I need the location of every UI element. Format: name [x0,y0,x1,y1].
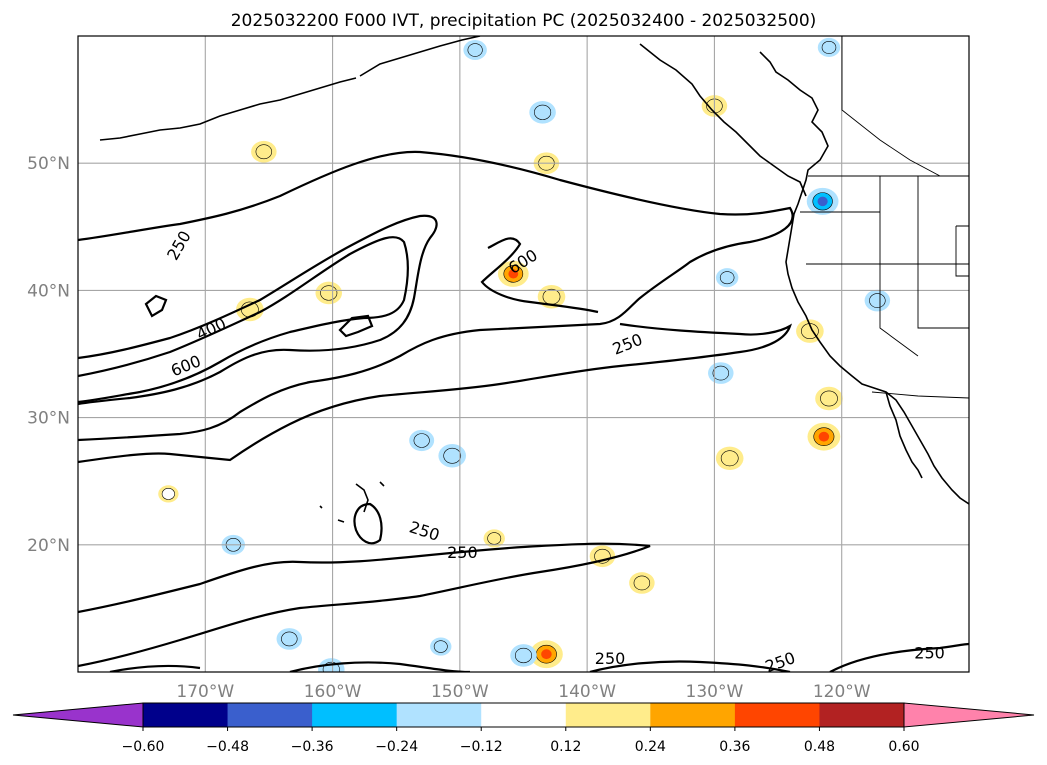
colorbar-bin [481,703,567,727]
longitude-label: 140°W [558,682,616,702]
precip-anomaly-core [467,43,483,57]
colorbar-tick-label: 0.60 [888,739,919,755]
precip-anomaly-core [320,285,338,301]
colorbar-bin [312,703,398,727]
ivt-contour-label: 250 [447,543,478,562]
precip-anomaly-core [869,293,886,308]
ivt-contour-250-small-loop-a [144,294,168,318]
precip-anomaly-core [820,390,838,407]
political-boundaries [800,36,969,399]
latitude-label: 30°N [27,409,70,429]
ivt-contour-250-subtropical [78,542,651,668]
precip-anomaly-core [413,433,430,448]
colorbar-tick-label: 0.36 [719,739,750,755]
precip-anomaly-core [161,488,175,500]
ivt-contour-label: 250 [595,649,626,668]
ivt-contour-400 [78,214,438,406]
alaska-canada-border [841,36,941,177]
precip-anomaly-core [720,450,739,467]
colorbar-extend-max [903,702,1035,728]
precip-anomaly-peak [818,431,830,442]
map-frame [77,35,970,673]
latitude-label: 50°N [27,154,70,174]
state-line-east [917,176,969,329]
colorbar-tick-label: 0.12 [550,739,581,755]
coastline [99,36,969,523]
precip-anomaly-core [542,288,561,305]
ivt-contour-250-tropical-d [109,664,201,672]
colorbar-bin [650,703,736,727]
precip-anomaly-core [719,271,735,285]
longitude-label: 150°W [431,682,489,702]
longitude-label: 160°W [304,682,362,702]
colorbar-frame [142,702,905,728]
chart-title: 2025032200 F000 IVT, precipitation PC (2… [231,11,817,31]
north-america-coastline [759,51,969,505]
colorbar-bin [396,703,482,727]
ivt-contours [78,150,969,672]
precip-anomaly-peak [541,649,552,660]
longitude-tick-labels: 170°W 160°W 150°W 140°W 130°W 120°W [176,682,870,702]
latitude-label: 40°N [27,281,70,301]
colorbar-bin [227,703,313,727]
precip-anomaly-core [821,40,837,54]
aleutian-islands [99,77,357,141]
latitude-label: 20°N [27,536,70,556]
precip-anomaly-core [633,575,651,591]
colorbar [12,702,1035,728]
precip-anomaly-core [433,640,448,653]
colorbar-tick-label: 0.24 [635,739,666,755]
alaska-south-coastline [359,36,481,77]
ivt-contour-250-tropical-b [589,660,791,672]
map-background [78,36,969,672]
ivt-contour-250-small-loop-b [338,314,374,338]
us-mexico-border [871,391,969,399]
precip-anomaly-core [443,447,462,464]
colorbar-tick-label: −0.60 [122,739,165,755]
colorbar-tick-label: −0.24 [375,739,418,755]
precip-anomaly-core [514,647,533,664]
precip-anomaly-peak [508,269,519,279]
latitude-tick-labels: 20°N 30°N 40°N 50°N [27,154,70,556]
colorbar-extend-min [12,702,144,728]
colorbar-tick-labels: −0.60 −0.48 −0.36 −0.24 −0.12 0.12 0.24 0.36 0.4… [122,727,920,755]
graticule [78,36,969,672]
precip-anomaly-core [712,365,730,381]
ivt-contour-250-outer-north [78,150,794,442]
ivt-contour-250-tropical-a [289,661,471,672]
colorbar-tick-label: 0.48 [804,739,835,755]
ivt-contour-label: 250 [914,644,945,663]
longitude-label: 120°W [813,682,871,702]
ivt-contour-250-southern-branch [78,322,792,464]
colorbar-bin [734,703,820,727]
colorbar-tick-label: −0.48 [206,739,249,755]
colorbar-tick-label: −0.36 [291,739,334,755]
ivt-contour-250-subtropical-north [353,502,383,545]
colorbar-bin [565,703,651,727]
longitude-label: 130°W [686,682,744,702]
nevada-border [879,264,919,357]
ivt-contour-600 [78,236,409,404]
colorbar-bin [819,703,905,727]
precip-anomaly-peak [817,196,828,207]
colorbar-tick-label: −0.12 [460,739,503,755]
alaska-panhandle-coastline [639,43,807,197]
precipitation-anomaly-layer [158,37,891,672]
baja-california-coastline [885,391,923,479]
longitude-label: 170°W [176,682,234,702]
montana-wyoming-boundary [955,225,969,277]
hawaii-islands [319,481,385,523]
precip-anomaly-core [534,104,552,120]
colorbar-bin [143,703,229,727]
precip-anomaly-core [281,631,298,647]
ivt-contour-250-tropical-c [829,642,969,672]
precip-anomaly-core [255,144,273,160]
ivt-contour-600-east [480,237,599,314]
precip-anomaly-core [487,532,502,545]
